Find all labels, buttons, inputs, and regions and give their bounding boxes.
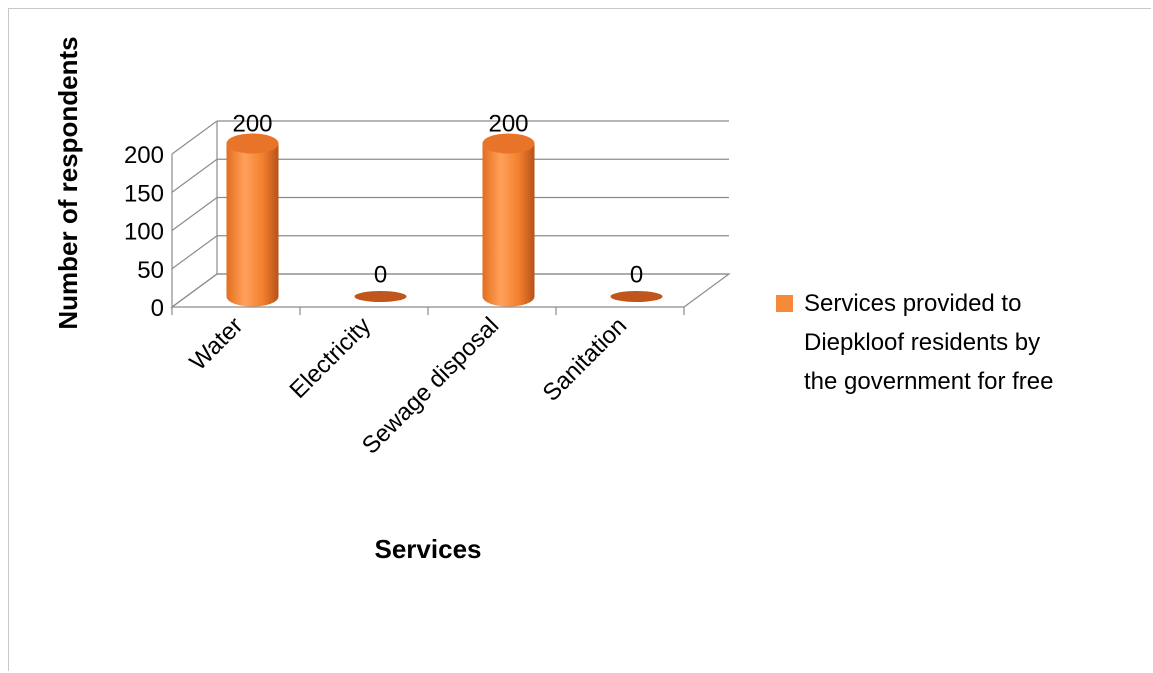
y-tick-label: 200 [124, 142, 164, 169]
data-label: 200 [232, 111, 272, 138]
data-label: 0 [630, 262, 643, 289]
bar-body [482, 143, 535, 307]
bars-layer: 200 0 200 0 [226, 111, 663, 307]
legend-swatch [776, 295, 793, 312]
legend-line-3: the government for free [804, 368, 1053, 395]
legend-line-2: Diepkloof residents by [804, 329, 1040, 356]
y-tick-label: 50 [137, 257, 164, 284]
x-tick-label: Sewage disposal [357, 312, 504, 459]
x-tick-label: Water [185, 312, 249, 376]
bar-sanitation: 0 [610, 262, 663, 302]
chart-frame [8, 8, 1151, 671]
legend: Services provided to Diepkloof residents… [776, 290, 1053, 395]
side-gridline [171, 197, 218, 231]
x-tick-label: Electricity [285, 312, 377, 404]
bar-electricity: 0 [354, 262, 407, 302]
bar-water: 200 [226, 111, 279, 307]
side-gridline [171, 235, 218, 270]
grid-layer: 0 50 100 150 200 [124, 120, 731, 322]
bar-base [610, 291, 663, 302]
bar-body [226, 143, 279, 307]
side-gridline [171, 120, 218, 155]
y-tick-label: 100 [124, 219, 164, 246]
bar-top [482, 133, 535, 154]
bar-top [226, 133, 279, 154]
data-label: 0 [374, 262, 387, 289]
side-gridline [171, 158, 218, 193]
bar-base [354, 291, 407, 302]
bar-sewage-disposal: 200 [482, 111, 535, 307]
data-label: 200 [488, 111, 528, 138]
x-tick-label: Sanitation [538, 312, 633, 407]
y-tick-label: 0 [151, 295, 164, 322]
x-axis-title: Services [375, 534, 482, 564]
side-gridline [171, 273, 218, 308]
legend-text: Services provided to Diepkloof residents… [804, 290, 1053, 395]
y-tick-label: 150 [124, 180, 164, 207]
y-axis-title: Number of respondents [53, 36, 83, 329]
legend-line-1: Services provided to [804, 290, 1021, 317]
